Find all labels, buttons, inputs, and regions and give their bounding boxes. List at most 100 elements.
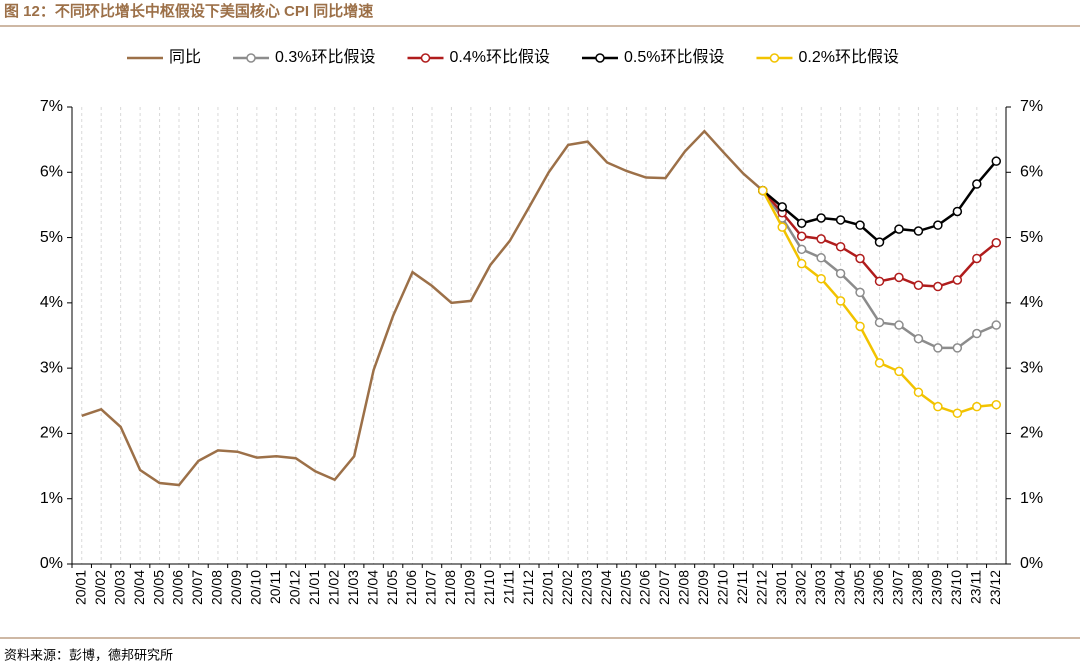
x-tick-label: 23/03 [812,570,828,605]
series-marker [777,222,787,232]
y2-tick-label: 3% [1020,359,1043,376]
x-tick-label: 20/07 [189,570,205,605]
series-marker [972,179,982,189]
x-tick-label: 22/05 [617,570,633,605]
x-tick-label: 23/02 [792,570,808,605]
y-tick-label: 6% [40,164,63,181]
x-tick-label: 22/09 [695,570,711,605]
series-marker [952,343,963,353]
series-marker [855,321,865,332]
x-tick-label: 21/10 [481,570,497,605]
series-marker [894,320,904,330]
x-tick-label: 23/09 [929,570,945,605]
x-tick-label: 21/03 [345,570,361,605]
x-tick-label: 22/10 [715,570,731,605]
x-tick-label: 23/10 [948,570,964,605]
x-tick-label: 23/07 [890,570,906,605]
x-tick-label: 20/06 [170,570,186,605]
series-marker [972,401,982,412]
series-marker [835,215,846,225]
x-tick-label: 22/12 [753,570,769,605]
x-tick-label: 23/12 [987,570,1003,605]
x-tick-label: 20/11 [267,570,283,604]
y2-tick-label: 6% [1020,164,1043,181]
x-tick-label: 20/05 [150,570,166,605]
series-marker [952,206,963,217]
series-marker [933,220,943,230]
x-tick-label: 22/02 [559,570,575,605]
x-tick-label: 23/01 [773,570,789,605]
series-marker [972,328,982,339]
series-marker [972,253,982,264]
chart-title: 图 12：不同环比增长中枢假设下美国核心 CPI 同比增速 [4,2,373,20]
x-tick-label: 22/07 [656,570,672,605]
series-marker [991,238,1002,248]
x-tick-label: 22/03 [578,570,594,605]
y-tick-label: 5% [40,229,63,246]
x-tick-label: 20/01 [72,570,88,605]
series-marker [816,234,826,244]
x-tick-label: 22/04 [598,570,614,605]
series-marker [835,296,846,306]
legend-label: 0.2%环比假设 [798,48,898,66]
x-tick-label: 22/08 [676,570,692,605]
series-marker [816,273,826,284]
x-tick-label: 20/09 [228,570,244,605]
y-tick-label: 4% [40,294,63,311]
legend-marker [769,53,780,63]
series-marker [855,220,865,230]
x-tick-label: 21/07 [423,570,439,605]
x-tick-label: 21/12 [520,570,536,605]
series-marker [874,276,885,287]
series-marker [796,244,807,255]
legend-marker [246,53,256,63]
legend-label: 同比 [169,48,201,66]
series-marker [835,241,846,252]
series-marker [894,366,904,377]
series-marker [933,401,943,412]
series-marker [758,185,768,196]
series-marker [816,213,826,223]
x-tick-label: 21/06 [403,570,419,605]
series-marker [933,343,943,353]
x-tick-label: 21/08 [442,570,458,605]
series-marker [777,202,787,212]
series-marker [913,280,924,290]
x-tick-label: 20/04 [131,570,147,605]
series-marker [796,218,807,228]
series-marker [894,224,904,234]
series-line [81,129,764,487]
y-tick-label: 3% [40,359,63,376]
x-tick-label: 20/08 [209,570,225,605]
x-tick-label: 23/11 [968,570,984,604]
x-tick-label: 23/05 [851,570,867,605]
series-marker [796,258,807,269]
legend-label: 0.4%环比假设 [450,48,550,66]
y-tick-label: 0% [40,555,63,572]
y2-tick-label: 7% [1020,98,1043,115]
y2-tick-label: 4% [1020,294,1043,311]
x-tick-label: 21/09 [462,570,478,605]
series-marker [913,334,924,344]
x-tick-label: 20/02 [92,570,108,605]
y2-tick-label: 0% [1020,555,1043,572]
series-marker [913,226,924,236]
series-marker [952,275,963,285]
y-tick-label: 1% [40,490,63,507]
x-tick-label: 21/04 [364,570,380,605]
x-tick-label: 22/11 [734,570,750,604]
legend-marker [420,53,431,63]
y2-tick-label: 5% [1020,229,1043,246]
legend-label: 0.3%环比假设 [275,48,375,66]
series-marker [874,358,885,368]
y2-tick-label: 2% [1020,425,1043,442]
x-tick-label: 23/04 [831,570,847,605]
series-marker [952,408,963,418]
series-marker [991,156,1002,166]
legend-marker [595,53,605,63]
series-marker [913,387,924,398]
series-marker [835,268,846,279]
x-tick-label: 21/05 [384,570,400,605]
x-tick-label: 21/11 [501,570,517,604]
x-tick-label: 23/08 [909,570,925,605]
